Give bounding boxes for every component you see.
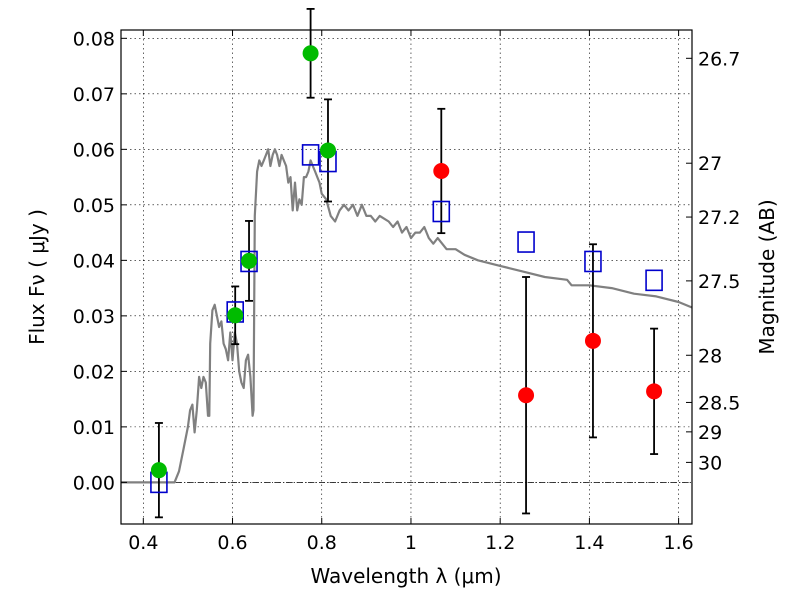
observed-point-red (433, 162, 450, 179)
x-tick-label: 0.4 (128, 532, 158, 554)
mag-tick-label: 28.5 (698, 392, 740, 414)
x-tick-label: 0.6 (217, 532, 247, 554)
mag-tick-label: 26.7 (698, 48, 740, 70)
model-spectrum-line (121, 148, 693, 484)
y-tick-label: 0.03 (73, 306, 115, 328)
observed-point-green (319, 142, 336, 159)
y-tick-label: 0.08 (73, 28, 115, 50)
x-tick-label: 0.8 (307, 532, 337, 554)
mag-tick-label: 27.2 (698, 207, 740, 229)
model-photometry-markers (150, 144, 663, 494)
x-tick-label: 1.4 (574, 532, 604, 554)
observed-point-green (302, 45, 319, 62)
observed-point-green (227, 307, 244, 324)
model-photometry-square (432, 200, 451, 223)
y-axis-title: Flux Fν ( μJy ) (25, 209, 49, 345)
x-axis-title: Wavelength λ (μm) (310, 564, 501, 588)
observed-point-red (584, 332, 601, 349)
model-spectrum-layer (121, 148, 693, 484)
mag-tick-label: 27.5 (698, 271, 740, 293)
y-tick-label: 0.05 (73, 195, 115, 217)
mag-tick-label: 27 (698, 153, 722, 175)
y2-axis-title: Magnitude (AB) (755, 199, 779, 354)
x-tick-label: 1.6 (664, 532, 694, 554)
plot-frame (120, 29, 693, 525)
x-tick-label: 1.2 (485, 532, 515, 554)
grid (121, 30, 692, 524)
observed-point-red (646, 383, 663, 400)
y-tick-label: 0.07 (73, 84, 115, 106)
mag-tick-label: 29 (698, 422, 722, 444)
model-photometry-square (240, 250, 258, 273)
model-photometry-square (301, 144, 320, 166)
y-tick-label: 0.02 (73, 361, 115, 383)
y-tick-label: 0.04 (73, 250, 115, 272)
observed-flux-points (150, 45, 663, 479)
y-tick-label: 0.06 (73, 139, 115, 161)
observed-point-red (518, 387, 535, 404)
observed-point-green (241, 252, 258, 269)
y-tick-label: 0.00 (73, 472, 115, 494)
mag-tick-label: 28 (698, 345, 722, 367)
observed-point-green (150, 462, 167, 479)
ticks (121, 30, 692, 524)
model-photometry-square (584, 250, 602, 273)
x-tick-label: 1 (405, 532, 417, 554)
mag-tick-label: 30 (698, 452, 722, 474)
y-tick-label: 0.01 (73, 417, 115, 439)
model-photometry-square (645, 269, 663, 292)
model-photometry-square (517, 231, 535, 253)
tick-labels: 0.4 0.6 0.8 1 1.2 1.4 1.6 0.00 0.01 0.02 0.03 0.04 0… (73, 28, 741, 554)
